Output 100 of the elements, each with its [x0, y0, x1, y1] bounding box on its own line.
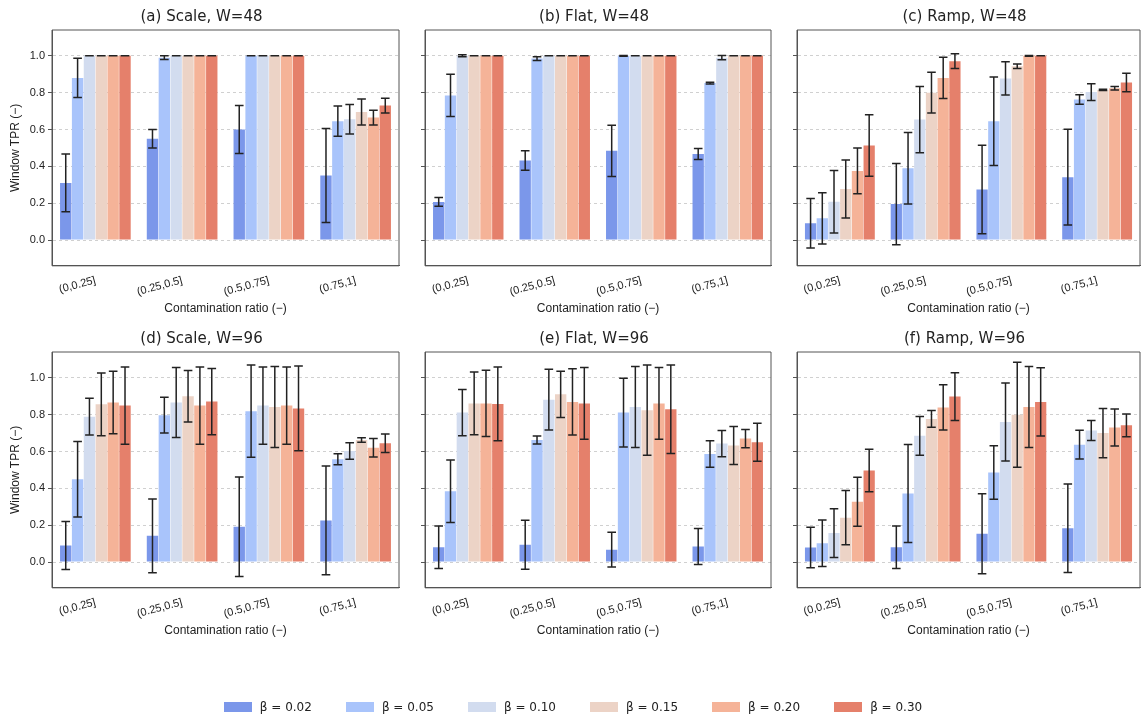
bar [1035, 401, 1047, 562]
bar [554, 394, 567, 562]
bar [937, 407, 949, 562]
bar [816, 218, 828, 240]
bar [704, 83, 716, 240]
bar [804, 223, 817, 240]
x-tick-label: (0.75,1] [1059, 273, 1099, 295]
bar [1011, 414, 1023, 562]
bar [379, 105, 391, 240]
bar [890, 547, 902, 562]
bar [344, 450, 356, 562]
bar [890, 204, 902, 240]
bar [617, 55, 630, 240]
legend-label: β = 0.05 [381, 700, 434, 714]
x-tick-label: (0.75,1] [689, 595, 730, 617]
bar [739, 55, 752, 240]
bar [280, 405, 293, 562]
bar [433, 547, 445, 562]
legend-label: β = 0.02 [259, 700, 312, 714]
bar [269, 55, 281, 240]
bar [206, 55, 218, 240]
chart-title: (d) Scale, W=96 [140, 328, 263, 347]
y-tick-label: 0.0 [29, 233, 45, 246]
bar [355, 440, 368, 562]
bar [727, 445, 740, 562]
bar [456, 412, 469, 562]
y-axis-title: Window TPR (−) [7, 103, 22, 192]
y-tick-label: 0.6 [29, 122, 45, 135]
bar [95, 55, 107, 240]
bar [751, 55, 763, 240]
bar [543, 55, 555, 240]
bar [1023, 407, 1035, 562]
bar [280, 55, 293, 240]
bar [519, 160, 531, 240]
bar [925, 418, 938, 562]
x-tick-label: (0,0.25] [802, 273, 842, 295]
bar [840, 517, 852, 562]
bar [1120, 82, 1133, 240]
bar [851, 170, 864, 240]
chart-title: (c) Ramp, W=48 [902, 6, 1027, 25]
legend-label: β = 0.10 [503, 700, 556, 714]
x-tick-label: (0,0.25] [802, 595, 842, 617]
bar [206, 401, 218, 562]
legend-label: β = 0.20 [748, 700, 801, 714]
bar [107, 55, 119, 240]
chart-title: (f) Ramp, W=96 [903, 328, 1026, 347]
x-axis-title: Contamination ratio (−) [536, 623, 660, 638]
bar [480, 55, 492, 240]
bar [692, 153, 704, 240]
bar [606, 549, 618, 562]
bar [665, 409, 677, 562]
bar [245, 55, 257, 240]
bar [653, 403, 665, 562]
bar [543, 399, 555, 562]
bar [1120, 425, 1133, 562]
bar [194, 55, 206, 240]
bar [257, 405, 269, 562]
bar [1085, 92, 1097, 240]
bar [578, 403, 590, 562]
bar [704, 454, 716, 562]
bar [233, 129, 245, 240]
bar [578, 55, 590, 240]
bar [71, 479, 84, 562]
bar [1097, 433, 1109, 562]
bar [245, 411, 257, 562]
x-axis-title: Contamination ratio (−) [907, 623, 1030, 638]
legend-label: β = 0.30 [870, 700, 923, 714]
bar [170, 402, 182, 562]
bar [840, 189, 852, 240]
y-tick-label: 0.8 [29, 407, 45, 420]
bar [119, 405, 131, 562]
bar [988, 472, 1000, 562]
bar [83, 416, 96, 562]
x-tick-label: (0.75,1] [689, 273, 730, 295]
bar [60, 545, 72, 562]
bar [332, 459, 344, 562]
bar [531, 58, 543, 240]
bar [554, 55, 567, 240]
bar [804, 547, 817, 562]
x-axis-title: Contamination ratio (−) [536, 301, 660, 316]
bar [1097, 89, 1109, 240]
bar [606, 150, 618, 240]
chart-title: (b) Flat, W=48 [539, 6, 649, 25]
bar [433, 201, 445, 240]
y-tick-label: 0.2 [29, 196, 45, 209]
bar [292, 408, 305, 562]
bar [566, 401, 579, 562]
bar [988, 121, 1000, 240]
bar [95, 404, 107, 562]
y-tick-label: 0.8 [29, 85, 45, 98]
bar [629, 407, 642, 562]
bar [146, 138, 159, 240]
bar [727, 55, 740, 240]
bar [751, 442, 763, 562]
bar [492, 55, 504, 240]
bar [292, 55, 305, 240]
bar [1109, 88, 1121, 240]
bar [716, 443, 728, 562]
bar [1109, 427, 1121, 562]
bar [1011, 66, 1023, 240]
